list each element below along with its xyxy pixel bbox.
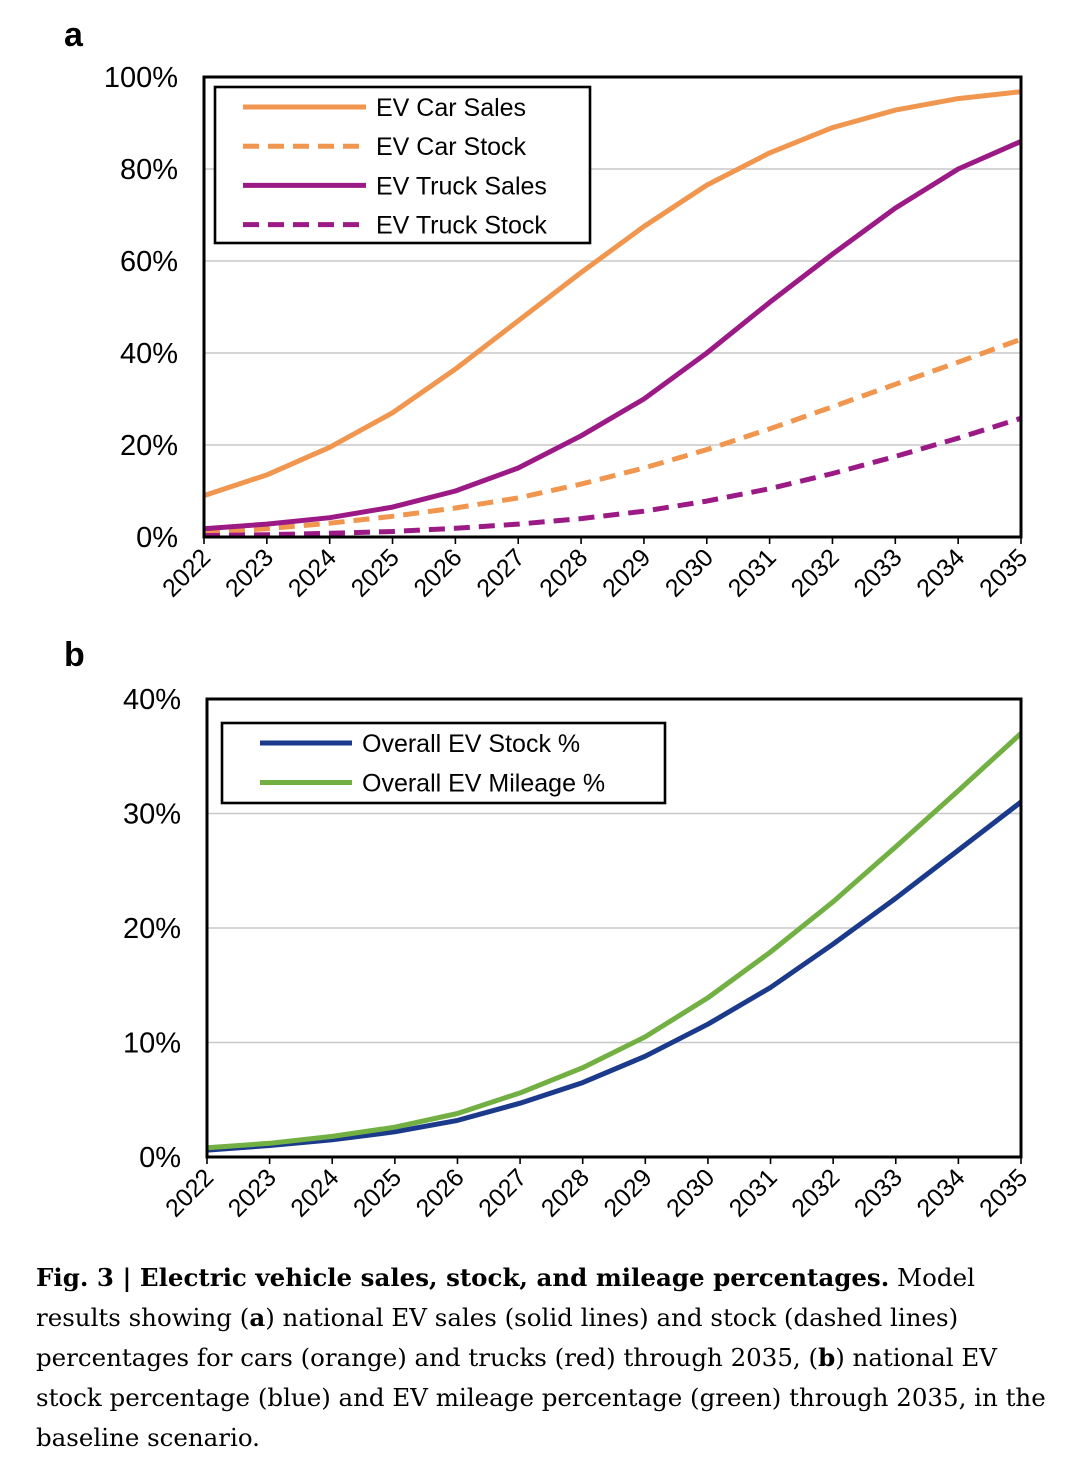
legend-label: EV Truck Stock (376, 212, 547, 240)
y-tick-label: 80% (120, 154, 178, 186)
x-tick-label: 2029 (598, 1163, 657, 1222)
legend-label: EV Truck Sales (376, 172, 547, 200)
series-line-4 (203, 415, 1022, 539)
caption-label-b: b (818, 1343, 836, 1372)
x-tick-label: 2035 (974, 1163, 1033, 1222)
legend-label: Overall EV Mileage % (362, 770, 605, 798)
caption-text-2: ) national EV sales (solid lines) and st… (36, 1303, 959, 1372)
x-tick-label: 2031 (724, 1163, 783, 1222)
legend-box (220, 721, 667, 805)
x-tick-label: 2025 (346, 543, 405, 602)
x-tick-label: 2026 (408, 543, 467, 602)
y-tick-label: 10% (123, 1028, 181, 1060)
x-tick-label: 2024 (283, 543, 342, 602)
x-tick-label: 2032 (786, 1163, 845, 1222)
x-tick-label: 2025 (348, 1163, 407, 1222)
y-tick-label: 40% (123, 684, 181, 716)
x-tick-label: 2024 (285, 1163, 344, 1222)
y-tick-label: 30% (123, 799, 181, 831)
series-line-1 (206, 800, 1023, 1153)
x-tick-label: 2034 (911, 1163, 970, 1222)
x-tick-label: 2030 (660, 543, 719, 602)
caption-text-1: Model results showing ( (36, 1263, 975, 1332)
caption-label-a: a (249, 1303, 266, 1332)
x-tick-label: 2028 (536, 1163, 595, 1222)
y-tick-label: 100% (104, 62, 178, 94)
x-tick-label: 2030 (661, 1163, 720, 1222)
legend-label: EV Car Stock (376, 133, 527, 161)
y-tick-label: 20% (123, 913, 181, 945)
series-line-3 (203, 139, 1023, 532)
x-tick-label: 2023 (220, 543, 279, 602)
x-tick-label: 2028 (534, 543, 593, 602)
series-line-2 (203, 336, 1022, 535)
figure: a0%20%40%60%80%100%2022 2023 2024 2025 2026 2… (64, 16, 1033, 1223)
y-tick-label: 0% (136, 522, 178, 554)
legend: Overall EV Stock % Overall EV Mileage % (220, 721, 667, 805)
x-tick-label: 2027 (473, 1163, 532, 1222)
x-tick-label: 2035 (974, 543, 1033, 602)
legend-box (213, 85, 592, 245)
caption-title: Fig. 3 | Electric vehicle sales, stock, … (36, 1263, 890, 1292)
panel-label: b (64, 636, 85, 674)
x-tick-label: 2033 (848, 543, 907, 602)
x-tick-label: 2033 (849, 1163, 908, 1222)
x-tick-label: 2026 (411, 1163, 470, 1222)
legend-label: EV Car Sales (376, 94, 526, 122)
legend-label: Overall EV Stock % (362, 730, 580, 758)
x-tick-label: 2031 (723, 543, 782, 602)
panel-label: a (64, 16, 84, 54)
x-tick-label: 2032 (786, 543, 845, 602)
y-tick-label: 40% (120, 338, 178, 370)
plot-frame (202, 75, 1023, 539)
chart-panel-b: b0%10%20%30%40%2022 2023 2024 2025 2026 2027 2… (64, 636, 1033, 1223)
x-tick-label: 2029 (597, 543, 656, 602)
series-line-1 (203, 89, 1022, 498)
legend: EV Car Sales EV Car Stock EV Truck Sales EV… (213, 85, 592, 245)
chart-panel-a: a0%20%40%60%80%100%2022 2023 2024 2025 2026 2… (64, 16, 1033, 603)
y-tick-label: 20% (120, 430, 178, 462)
caption-text-3: ) national EV stock percentage (blue) an… (36, 1343, 1046, 1452)
y-tick-label: 0% (139, 1142, 181, 1174)
x-tick-label: 2027 (471, 543, 530, 602)
x-tick-label: 2023 (223, 1163, 282, 1222)
figure-caption: Fig. 3 | Electric vehicle sales, stock, … (36, 1258, 1051, 1458)
plot-frame (205, 697, 1023, 1159)
y-tick-label: 60% (120, 246, 178, 278)
x-tick-label: 2034 (911, 543, 970, 602)
series-line-2 (206, 731, 1023, 1151)
